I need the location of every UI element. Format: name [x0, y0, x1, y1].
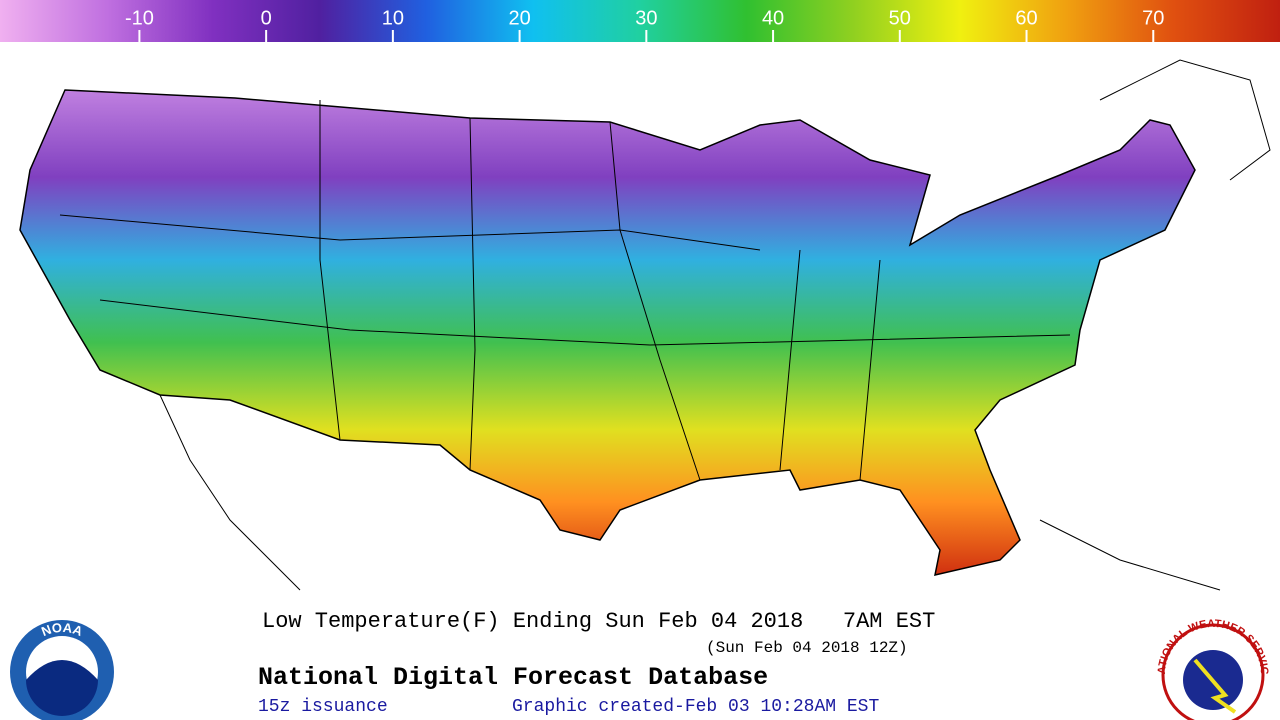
scale-tick-label: 0	[261, 7, 272, 29]
scale-tick-label: -10	[125, 7, 154, 29]
us-map	[19, 89, 1196, 576]
state-borders	[59, 100, 1071, 481]
scale-tick-label: 10	[382, 7, 404, 29]
scale-tick-label: 50	[889, 7, 911, 29]
subtitle: (Sun Feb 04 2018 12Z)	[706, 639, 908, 657]
noaa-logo: NOAA	[10, 620, 114, 720]
scale-tick-label: 30	[635, 7, 657, 29]
scale-tick-label: 70	[1142, 7, 1164, 29]
scale-tick-label: 20	[508, 7, 530, 29]
color-scale	[0, 0, 1280, 42]
title: Low Temperature(F) Ending Sun Feb 04 201…	[262, 609, 935, 634]
issuance: 15z issuance	[258, 697, 388, 717]
scale-tick-label: 40	[762, 7, 784, 29]
database-name: National Digital Forecast Database	[258, 663, 768, 692]
scale-tick-label: 60	[1015, 7, 1037, 29]
created-time: Graphic created-Feb 03 10:28AM EST	[512, 697, 879, 717]
neighbor-coasts	[159, 59, 1271, 591]
